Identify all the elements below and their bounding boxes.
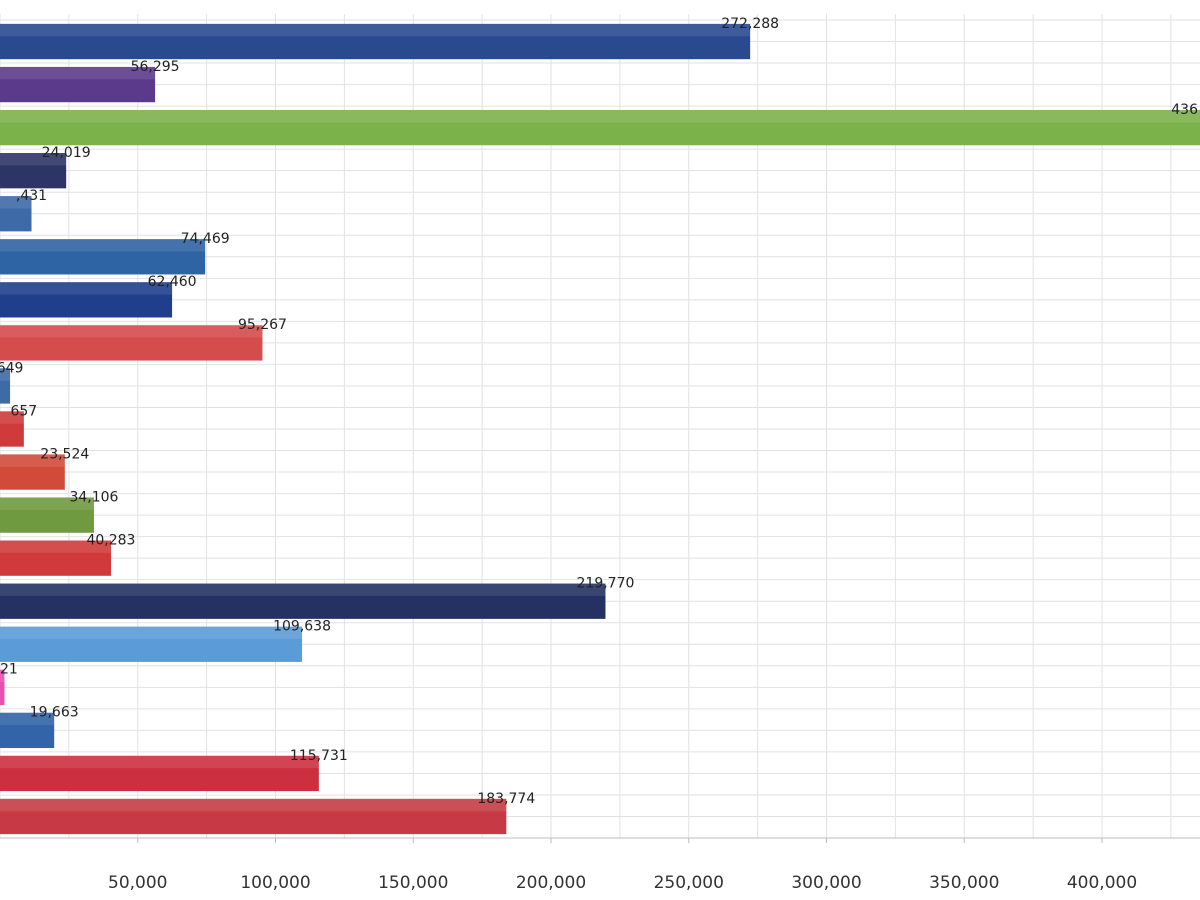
bar-highlight [0,23,751,37]
x-tick-label: 350,000 [929,873,999,893]
bar-highlight [0,282,173,295]
x-tick-label: 200,000 [516,873,586,893]
data-label: 34,106 [69,489,118,505]
data-label: 649 [0,360,23,376]
bar-highlight [0,712,55,726]
bar-highlight [0,325,263,338]
bar [0,239,206,275]
bar [0,66,156,103]
x-tick-label: 100,000 [240,873,310,893]
data-label: ,431 [16,188,47,204]
data-label: 272,288 [721,16,779,32]
bar-highlight [0,239,206,252]
bar-highlight [0,454,65,467]
data-label: 40,283 [86,533,135,549]
bar [0,540,111,576]
data-label: 115,731 [290,748,348,764]
data-label: 74,469 [181,231,230,247]
bar-highlight [0,66,156,80]
bar [0,454,65,490]
bar-highlight [0,540,111,553]
data-label: 183,774 [477,791,535,807]
data-label: 219,770 [577,576,635,592]
bar [0,109,1200,146]
bar-highlight [0,368,11,381]
data-label: 62,460 [148,274,197,290]
x-tick-label: 300,000 [791,873,861,893]
bar [0,411,24,447]
bar [0,669,5,705]
x-tick-label: 400,000 [1067,873,1137,893]
data-label: 19,663 [30,705,79,721]
bar [0,368,11,404]
bar [0,798,507,835]
bar-highlight [0,755,319,769]
bar [0,282,173,318]
bar-highlight [0,626,303,639]
bar-highlight [0,153,67,166]
bars [0,23,1200,835]
data-label: 23,524 [40,446,89,462]
bar-highlight [0,669,5,683]
bar [0,196,32,232]
data-label: 24,019 [42,145,91,161]
bar [0,153,67,189]
bar [0,23,751,60]
x-tick-label: 250,000 [654,873,724,893]
data-label: 436 [1171,102,1198,118]
bar [0,497,94,533]
bar-highlight [0,411,24,424]
data-label: 621 [0,662,18,678]
bar [0,755,319,792]
bar-highlight [0,497,94,510]
bar-highlight [0,583,606,596]
data-label: 657 [10,403,37,419]
x-tick-label: 50,000 [108,873,167,893]
bar [0,325,263,361]
data-labels: 272,288 56,295 436 24,019 ,431 74,469 62,460 95… [0,16,1198,807]
bar-highlight [0,109,1200,123]
bar [0,626,303,662]
data-label: 56,295 [131,59,180,75]
bar-highlight [0,196,32,209]
bar [0,712,55,749]
x-tick-label: 150,000 [378,873,448,893]
data-label: 95,267 [238,317,287,333]
bar-highlight [0,798,507,812]
data-label: 109,638 [273,619,331,635]
bar [0,583,606,619]
x-axis: 50,000 100,000 150,000 200,000 250,000 300,00… [0,837,1200,893]
